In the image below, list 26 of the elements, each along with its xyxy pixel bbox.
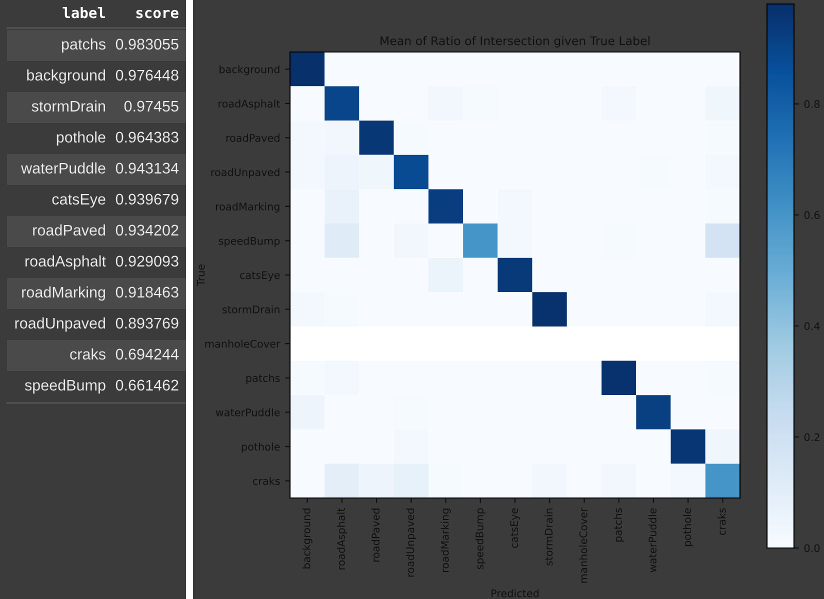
data-label: 0.694244 <box>116 348 179 360</box>
data-label: 0.893769 <box>116 318 178 329</box>
category-label: roadAsphalt <box>25 255 106 270</box>
category-label: pothole <box>56 131 106 146</box>
data-label: 0.964383 <box>116 132 178 143</box>
data-label: 0.934202 <box>116 224 178 236</box>
text: label <box>62 6 106 18</box>
data-label: 0.661462 <box>116 380 178 391</box>
category-label: roadMarking <box>22 286 106 301</box>
data-label: 0.939679 <box>116 194 178 205</box>
category-label: roadPaved <box>33 224 106 236</box>
category-label: craks <box>70 348 106 360</box>
data-label: 0.97455 <box>124 100 178 112</box>
category-label: background <box>27 69 106 84</box>
category-label: patchs <box>62 38 106 53</box>
data-label: 0.929093 <box>116 256 178 267</box>
data-label: 0.918463 <box>116 286 178 298</box>
data-label: 0.976448 <box>116 70 178 81</box>
category-label: speedBump <box>24 379 106 394</box>
data-label: 0.983055 <box>116 38 178 50</box>
category-label: waterPuddle <box>21 162 106 174</box>
text: score <box>136 10 178 18</box>
category-label: catsEye <box>52 194 106 208</box>
category-label: stormDrain <box>32 100 106 112</box>
data-label: 0.943134 <box>116 162 179 174</box>
category-label: roadUnpaved <box>15 317 106 332</box>
